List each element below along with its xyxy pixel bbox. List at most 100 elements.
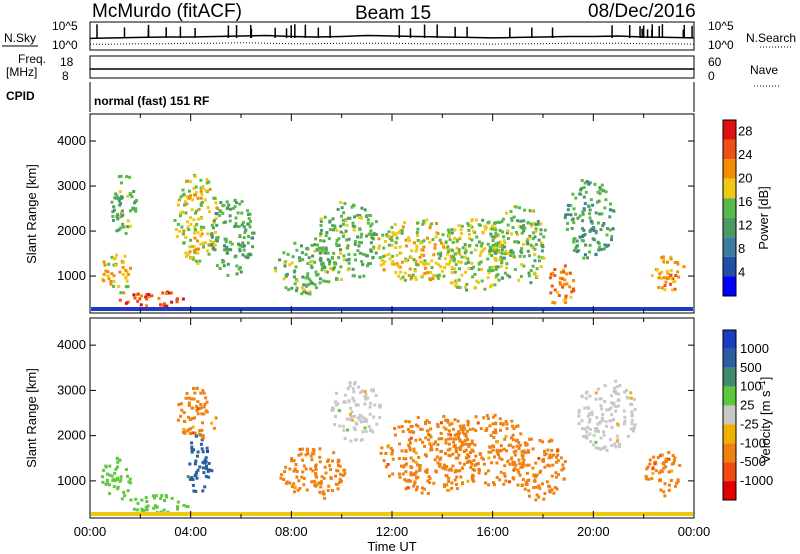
cell-9 bbox=[618, 445, 621, 449]
cell-7 bbox=[397, 274, 401, 278]
cell-0 bbox=[144, 505, 148, 509]
cell-3 bbox=[183, 419, 186, 423]
cell-8 bbox=[518, 473, 522, 477]
cell-7 bbox=[518, 462, 522, 466]
time-axis-label: Time UT bbox=[367, 539, 416, 554]
cell-4 bbox=[238, 249, 242, 253]
cell-4 bbox=[211, 247, 215, 251]
cell-3 bbox=[187, 428, 191, 432]
cell-2 bbox=[190, 476, 194, 480]
cell-8 bbox=[534, 473, 538, 477]
cell-2 bbox=[195, 434, 198, 438]
cell-6 bbox=[368, 214, 372, 217]
cell-9 bbox=[496, 241, 500, 245]
cell-5 bbox=[301, 275, 305, 279]
cell-7 bbox=[470, 448, 474, 452]
power-colorbar-swatch bbox=[723, 120, 736, 140]
cell-6 bbox=[337, 237, 341, 241]
cell-10 bbox=[568, 271, 572, 275]
cell-10 bbox=[569, 295, 573, 299]
cell-6 bbox=[324, 246, 328, 250]
cell-6 bbox=[342, 222, 345, 226]
cell-8 bbox=[471, 229, 475, 233]
cell-2 bbox=[193, 462, 197, 466]
cell-5 bbox=[348, 384, 352, 388]
cell-5 bbox=[374, 394, 378, 398]
cell-4 bbox=[300, 447, 304, 451]
power-colorbar-swatch bbox=[723, 139, 736, 160]
cell-9 bbox=[516, 219, 519, 223]
power-colorbar-swatch bbox=[723, 159, 736, 179]
cell-3 bbox=[185, 392, 189, 395]
cell-9 bbox=[491, 239, 495, 243]
cell-11 bbox=[588, 243, 592, 247]
cell-6 bbox=[423, 453, 427, 457]
cell-5 bbox=[300, 286, 304, 290]
cell-3 bbox=[189, 194, 192, 198]
cell-7 bbox=[517, 470, 521, 474]
cell-2 bbox=[122, 225, 126, 229]
cell-6 bbox=[353, 242, 357, 246]
cell-9 bbox=[526, 239, 530, 243]
cell-10 bbox=[650, 477, 654, 481]
cell-9 bbox=[532, 231, 536, 235]
cell-6 bbox=[404, 449, 408, 453]
cell-6 bbox=[346, 268, 350, 272]
cell-11 bbox=[574, 212, 577, 216]
cell-2 bbox=[192, 489, 196, 493]
cell-6 bbox=[318, 251, 322, 255]
cell-9 bbox=[585, 430, 589, 434]
cell-4 bbox=[248, 212, 252, 216]
cell-6 bbox=[414, 438, 418, 442]
cell-8 bbox=[455, 239, 459, 243]
cell-9 bbox=[613, 386, 617, 390]
cell-8 bbox=[522, 463, 525, 467]
cell-9 bbox=[601, 417, 605, 421]
cell-7 bbox=[433, 243, 437, 247]
cell-8 bbox=[545, 480, 549, 484]
cell-8 bbox=[467, 223, 471, 227]
cell-5 bbox=[301, 288, 305, 291]
cell-7 bbox=[522, 458, 526, 462]
velocity-colorbar-swatch bbox=[723, 405, 736, 425]
cell-5 bbox=[347, 400, 351, 404]
cell-9 bbox=[614, 445, 618, 449]
cell-5 bbox=[292, 275, 296, 279]
y-tick-label: 3000 bbox=[57, 178, 86, 193]
cell-1 bbox=[114, 263, 118, 267]
power-colorbar-tick: 8 bbox=[738, 241, 745, 256]
cell-5 bbox=[375, 422, 379, 426]
cell-9 bbox=[617, 442, 621, 446]
cell-4 bbox=[224, 220, 227, 224]
cell-1 bbox=[112, 284, 116, 288]
cell-2 bbox=[190, 448, 194, 452]
cell-4 bbox=[221, 211, 225, 215]
cell-6 bbox=[418, 468, 422, 472]
cell-3 bbox=[180, 408, 184, 412]
cell-7 bbox=[422, 245, 426, 249]
cell-9 bbox=[618, 384, 622, 387]
cell-5 bbox=[286, 252, 290, 256]
cell-3 bbox=[193, 228, 197, 232]
cell-7 bbox=[430, 222, 433, 226]
cell-9 bbox=[588, 432, 592, 436]
cell-10 bbox=[652, 455, 656, 459]
cell-8 bbox=[552, 453, 556, 457]
cell-3 bbox=[202, 412, 206, 416]
cell-8 bbox=[520, 453, 524, 457]
cell-8 bbox=[466, 257, 470, 261]
cell-6 bbox=[360, 206, 364, 210]
cell-9 bbox=[603, 400, 607, 403]
cell-6 bbox=[328, 220, 332, 224]
cell-6 bbox=[393, 433, 397, 437]
beam-label: Beam 15 bbox=[355, 3, 431, 24]
cell-9 bbox=[583, 427, 587, 431]
cell-9 bbox=[526, 221, 530, 225]
cell-6 bbox=[374, 233, 378, 236]
cell-4 bbox=[290, 459, 294, 463]
cell-5 bbox=[295, 289, 298, 293]
cell-8 bbox=[494, 268, 498, 271]
freq-tick-bottom: 8 bbox=[62, 69, 69, 83]
cell-8 bbox=[449, 258, 453, 262]
cell-3 bbox=[205, 178, 209, 182]
